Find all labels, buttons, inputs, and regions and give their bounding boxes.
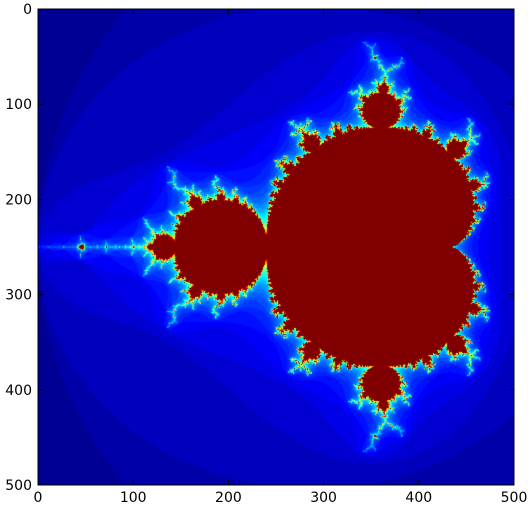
y-tick-label: 500 [5,478,32,494]
x-tick-label: 0 [34,490,43,505]
x-tick-label: 300 [310,490,337,505]
y-axis: 0 100 200 300 400 500 [5,2,514,494]
x-tick-label: 400 [405,490,432,505]
axes-frame [37,8,515,486]
y-tick-label: 0 [23,2,32,18]
y-tick-label: 100 [5,97,32,113]
x-tick-label: 100 [120,490,147,505]
y-tick-label: 300 [5,288,32,304]
y-tick-label: 200 [5,192,32,208]
x-tick-label: 500 [501,490,528,505]
plot-area [38,9,514,485]
x-tick-label: 200 [215,490,242,505]
mandelbrot-heatmap-image [38,9,514,485]
x-axis: 0 100 200 300 400 500 [34,9,528,505]
y-tick-label: 400 [5,383,32,399]
